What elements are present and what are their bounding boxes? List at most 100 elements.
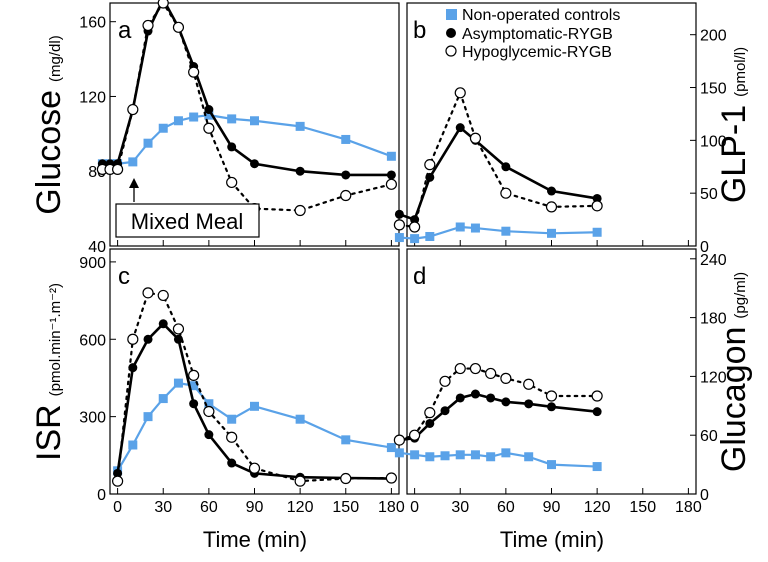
panel-c-point-hypoglycemic (248, 462, 261, 474)
panel-d-point-asymptomatic (486, 393, 496, 403)
panel-c-point-asymptomatic (158, 319, 168, 329)
panel-b-point-controls (425, 231, 435, 241)
ylabel-a-unit: (mg/dl) (47, 35, 64, 82)
panel-c-ytick-label: 900 (79, 255, 106, 272)
panel-b-point-asymptomatic (394, 209, 404, 219)
panel-c-ytick-label: 300 (79, 410, 106, 427)
panel-b-ytick-label: 200 (700, 28, 727, 45)
legend-marker-controls (446, 9, 457, 20)
panel-c-point-asymptomatic (143, 334, 153, 344)
panel-d-ytick-label: 180 (700, 311, 727, 328)
panel-d-point-asymptomatic (455, 393, 465, 403)
svg-text:Glucose(mg/dl): Glucose (mg/dl) (30, 35, 68, 214)
panel-a-point-controls (227, 114, 237, 124)
panel-a-point-hypoglycemic (127, 103, 139, 116)
panel-c-point-controls (158, 394, 168, 404)
panel-d-point-hypoglycemic (485, 367, 497, 380)
ylabel-b-unit: (pmol/l) (732, 47, 749, 97)
panel-c-xtick-label: 60 (200, 499, 218, 516)
panel-d-point-hypoglycemic (409, 429, 421, 441)
panel-c-point-controls (227, 414, 237, 424)
panel-b-line-hypoglycemic (398, 89, 599, 229)
panel-d-ytick-label: 60 (700, 428, 718, 445)
panel-a-ytick-label: 40 (88, 239, 106, 256)
panel-d-point-controls (455, 450, 465, 460)
panel-a-point-controls (158, 123, 168, 133)
xlabel-d: Time (min) (500, 527, 604, 552)
panel-a-ytick-label: 120 (79, 89, 106, 106)
panel-d-letter: d (413, 263, 426, 290)
panel-c-point-controls (386, 443, 396, 453)
mixed-meal-box (115, 203, 260, 238)
panel-a-point-asymptomatic (227, 142, 237, 152)
panel-d-point-asymptomatic (592, 407, 602, 417)
panel-b-point-asymptomatic (592, 193, 602, 203)
panel-b-letter: b (413, 17, 426, 44)
panel-c-point-hypoglycemic (203, 405, 215, 418)
panel-c-letter: c (118, 263, 130, 290)
panel-a-point-controls (173, 116, 183, 126)
panel-b-ytick-label: 150 (700, 81, 727, 98)
panel-a-point-asymptomatic (204, 105, 214, 115)
panel-c-point-hypoglycemic (188, 369, 200, 381)
panel-a-letter: a (118, 17, 132, 44)
panel-d-point-hypoglycemic (500, 372, 512, 384)
panel-d-point-controls (592, 462, 602, 472)
panel-d-point-controls (394, 448, 404, 458)
panel-c-line-asymptomatic (116, 321, 392, 480)
panel-d-point-asymptomatic (524, 399, 534, 409)
panel-c-point-hypoglycemic (157, 289, 169, 302)
panel-b-point-hypoglycemic (454, 87, 466, 99)
svg-text:ISR(pmol.min⁻¹.m⁻²): ISR (pmol.min⁻¹.m⁻²) (30, 283, 68, 461)
ylabel-c-main: ISR (30, 404, 68, 461)
panel-b-ytick-label: 100 (700, 133, 727, 150)
ylabel-b-main: GLP-1 (715, 105, 753, 203)
panel-a-point-controls (204, 110, 214, 120)
panel-b-point-controls (547, 228, 556, 238)
panel-b-plot: 0 50 100 150 200 (393, 28, 727, 256)
panel-d-point-controls (524, 452, 534, 462)
panel-b-point-hypoglycemic (409, 221, 421, 233)
panel-c-point-controls (173, 378, 183, 388)
ylabel-c: ISR (pmol.min⁻¹.m⁻²) (30, 283, 68, 461)
panel-a-point-hypoglycemic (385, 178, 397, 190)
panel-a-point-hypoglycemic (142, 19, 154, 32)
panel-a-point-hypoglycemic (203, 122, 215, 134)
panel-d-point-hypoglycemic (454, 362, 466, 375)
panel-c-point-asymptomatic (189, 399, 199, 409)
panel-d-frame (406, 248, 697, 495)
panel-a-point-hypoglycemic (226, 176, 238, 189)
panel-c-point-hypoglycemic (385, 472, 397, 484)
panel-c-point-controls (295, 414, 305, 424)
ylabel-a: Glucose (mg/dl) (30, 35, 68, 214)
ylabel-c-unit: (pmol.min⁻¹.m⁻²) (47, 283, 64, 396)
panel-a-point-controls (143, 138, 153, 148)
panel-a-point-asymptomatic (295, 166, 305, 176)
panel-c-plot: 0 300 600 900 0 30 60 90 120 150 180 (79, 255, 405, 516)
panel-d-xtick-label: 180 (675, 499, 702, 516)
legend-label-asymptomatic: Asymptomatic-RYGB (462, 26, 613, 43)
panel-d-point-controls (486, 452, 496, 462)
panel-c-xtick-label: 90 (246, 499, 264, 516)
panel-c-point-hypoglycemic (142, 287, 154, 299)
panel-c-point-controls (341, 435, 351, 445)
panel-a-point-controls (128, 157, 138, 167)
legend-label-hypoglycemic: Hypoglycemic-RYGB (462, 44, 612, 61)
panel-b-ytick-label: 0 (700, 239, 709, 256)
panel-c-frame (109, 248, 400, 495)
panel-c-line-controls (116, 381, 392, 472)
panel-c-point-controls (204, 399, 214, 409)
panel-c-point-hypoglycemic (172, 323, 185, 335)
ylabel-d-unit: (pg/ml) (732, 272, 749, 319)
panel-a-point-controls (341, 134, 351, 144)
panel-b-point-controls (455, 222, 465, 232)
panel-b-point-hypoglycemic (424, 159, 436, 171)
ylabel-a-main: Glucose (30, 90, 68, 215)
panel-d-point-controls (501, 448, 511, 458)
panel-c-point-controls (143, 412, 153, 422)
panel-d-point-controls (425, 452, 435, 462)
xlabel-c: Time (min) (203, 527, 307, 552)
panel-a-point-hypoglycemic (112, 163, 124, 175)
